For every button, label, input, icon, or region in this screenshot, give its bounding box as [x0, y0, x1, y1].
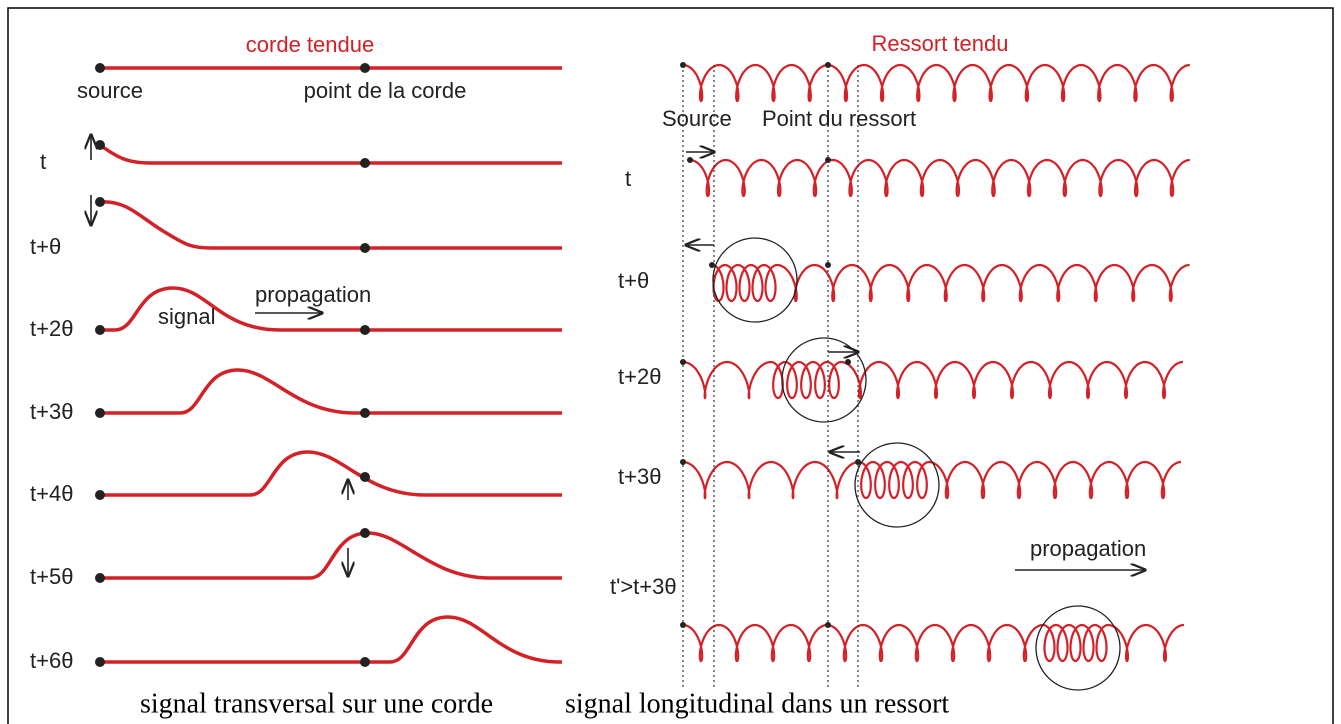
spring: [711, 263, 1190, 303]
circle: [781, 337, 867, 423]
circle: [854, 442, 940, 528]
dot: [360, 657, 370, 667]
dot: [360, 158, 370, 168]
time-label: t: [625, 166, 631, 191]
circle: [712, 237, 798, 323]
drawing: [91, 62, 1190, 691]
time-label: t'>t+3θ: [610, 574, 677, 599]
dot: [95, 197, 105, 207]
dot: [360, 325, 370, 335]
rope: [100, 450, 562, 497]
time-label: t+6θ: [30, 648, 73, 673]
spring: [682, 623, 1185, 663]
spring: [682, 360, 1184, 400]
dot: [95, 490, 105, 500]
dot: [360, 528, 370, 538]
rope: [98, 143, 562, 165]
time-label: t+2θ: [618, 364, 661, 389]
dot: [360, 408, 370, 418]
spring: [689, 158, 1190, 198]
time-label: t+5θ: [30, 564, 73, 589]
propagation-label: propagation: [1030, 536, 1146, 561]
signal-label: signal: [158, 304, 215, 329]
time-label: t: [40, 149, 46, 174]
dot: [95, 657, 105, 667]
dot: [95, 325, 105, 335]
dot: [845, 359, 851, 365]
source-label: source: [77, 78, 143, 103]
time-label: t+θ: [30, 234, 61, 259]
dot: [687, 157, 693, 163]
dot: [95, 573, 105, 583]
rope: [100, 368, 562, 415]
propagation-label: propagation: [255, 282, 371, 307]
spring: [682, 460, 1182, 500]
caption: signal transversal sur une corde: [140, 688, 493, 719]
dot: [95, 408, 105, 418]
frame: [7, 7, 1334, 724]
dot: [360, 472, 370, 482]
time-label: t+3θ: [30, 399, 73, 424]
caption: signal longitudinal dans un ressort: [565, 688, 949, 719]
rope: [100, 531, 562, 580]
rope: [100, 286, 562, 332]
circle: [1035, 605, 1121, 691]
time-label: t+4θ: [30, 481, 73, 506]
source-label: Source: [662, 106, 732, 131]
time-label: t+2θ: [30, 316, 73, 341]
time-label: t+θ: [618, 268, 649, 293]
dot: [95, 140, 105, 150]
dot: [95, 63, 105, 73]
dot: [360, 243, 370, 253]
rope: [100, 615, 562, 664]
right-title: Ressort tendu: [872, 31, 1009, 56]
dot: [360, 63, 370, 73]
spring: [682, 63, 1190, 103]
point-label: Point du ressort: [762, 106, 916, 131]
left-title: corde tendue: [246, 32, 374, 57]
time-label: t+3θ: [618, 464, 661, 489]
rope: [99, 200, 562, 250]
point-label: point de la corde: [304, 78, 467, 103]
